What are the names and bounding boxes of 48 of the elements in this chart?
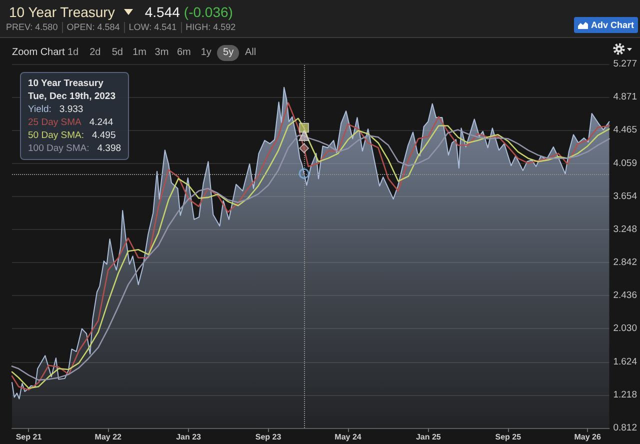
text: 1d	[67, 47, 79, 58]
text: 1m	[132, 46, 148, 60]
x-tick-label: Sep 25	[495, 432, 522, 442]
text: (-0.036)	[184, 3, 233, 21]
text: Zoom Chart	[12, 47, 65, 59]
x-tick-label: Jan 25	[416, 432, 442, 442]
y-tick-label: 0.812	[613, 422, 638, 434]
x-tick-label: May 26	[574, 432, 602, 442]
y-tick-label: 1.218	[613, 389, 638, 400]
x-tick-label: Sep 23	[255, 432, 282, 442]
annotation: 4.244	[89, 116, 114, 129]
text: 3m	[154, 46, 170, 60]
text: 5y	[217, 45, 240, 61]
text: PREV: 4.580	[5, 22, 59, 33]
text: Yield:	[28, 103, 52, 116]
annotation: Tue, Dec 19th, 2023	[28, 90, 116, 103]
text: 50 Day SMA:	[28, 129, 84, 142]
annotation: 4.495	[92, 129, 116, 142]
y-tick-label: 4.059	[613, 158, 638, 169]
text: 100 Day SMA:	[28, 142, 90, 155]
y-tick-label: 2.842	[613, 257, 638, 268]
y-tick-label: 4.871	[613, 92, 638, 103]
x-tick-label: Sep 21	[16, 432, 42, 442]
y-tick-label: 4.465	[613, 124, 638, 136]
text: 25 Day SMA	[28, 116, 82, 129]
text: 2d	[88, 46, 102, 60]
y-tick-label: 2.436	[613, 290, 638, 302]
x-tick-label: Jan 23	[176, 432, 202, 442]
text: 6m	[176, 46, 192, 60]
y-tick-label: 2.030	[613, 323, 638, 334]
annotation: 3.933	[59, 103, 84, 116]
text: 5d	[110, 46, 124, 60]
x-tick-label: May 24	[334, 432, 362, 442]
text: 1y	[200, 46, 212, 60]
x-tick-label: May 22	[94, 432, 122, 442]
text: HIGH: 4.592	[180, 22, 240, 33]
y-tick-label: 5.277	[613, 58, 638, 70]
text: 10 Year Treasury	[28, 77, 104, 90]
y-tick-label: 3.248	[613, 224, 638, 235]
y-tick-label: 3.654	[613, 190, 638, 202]
chart-title: 10 Year Treasury	[9, 4, 115, 20]
text: LOW: 4.541	[124, 22, 181, 33]
text: All	[244, 46, 258, 60]
text: OPEN: 4.584	[62, 22, 124, 33]
y-tick-label: 1.624	[613, 356, 638, 368]
text: Adv Chart	[590, 20, 634, 30]
text: 4.544	[144, 3, 180, 21]
annotation: 4.398	[97, 142, 122, 155]
